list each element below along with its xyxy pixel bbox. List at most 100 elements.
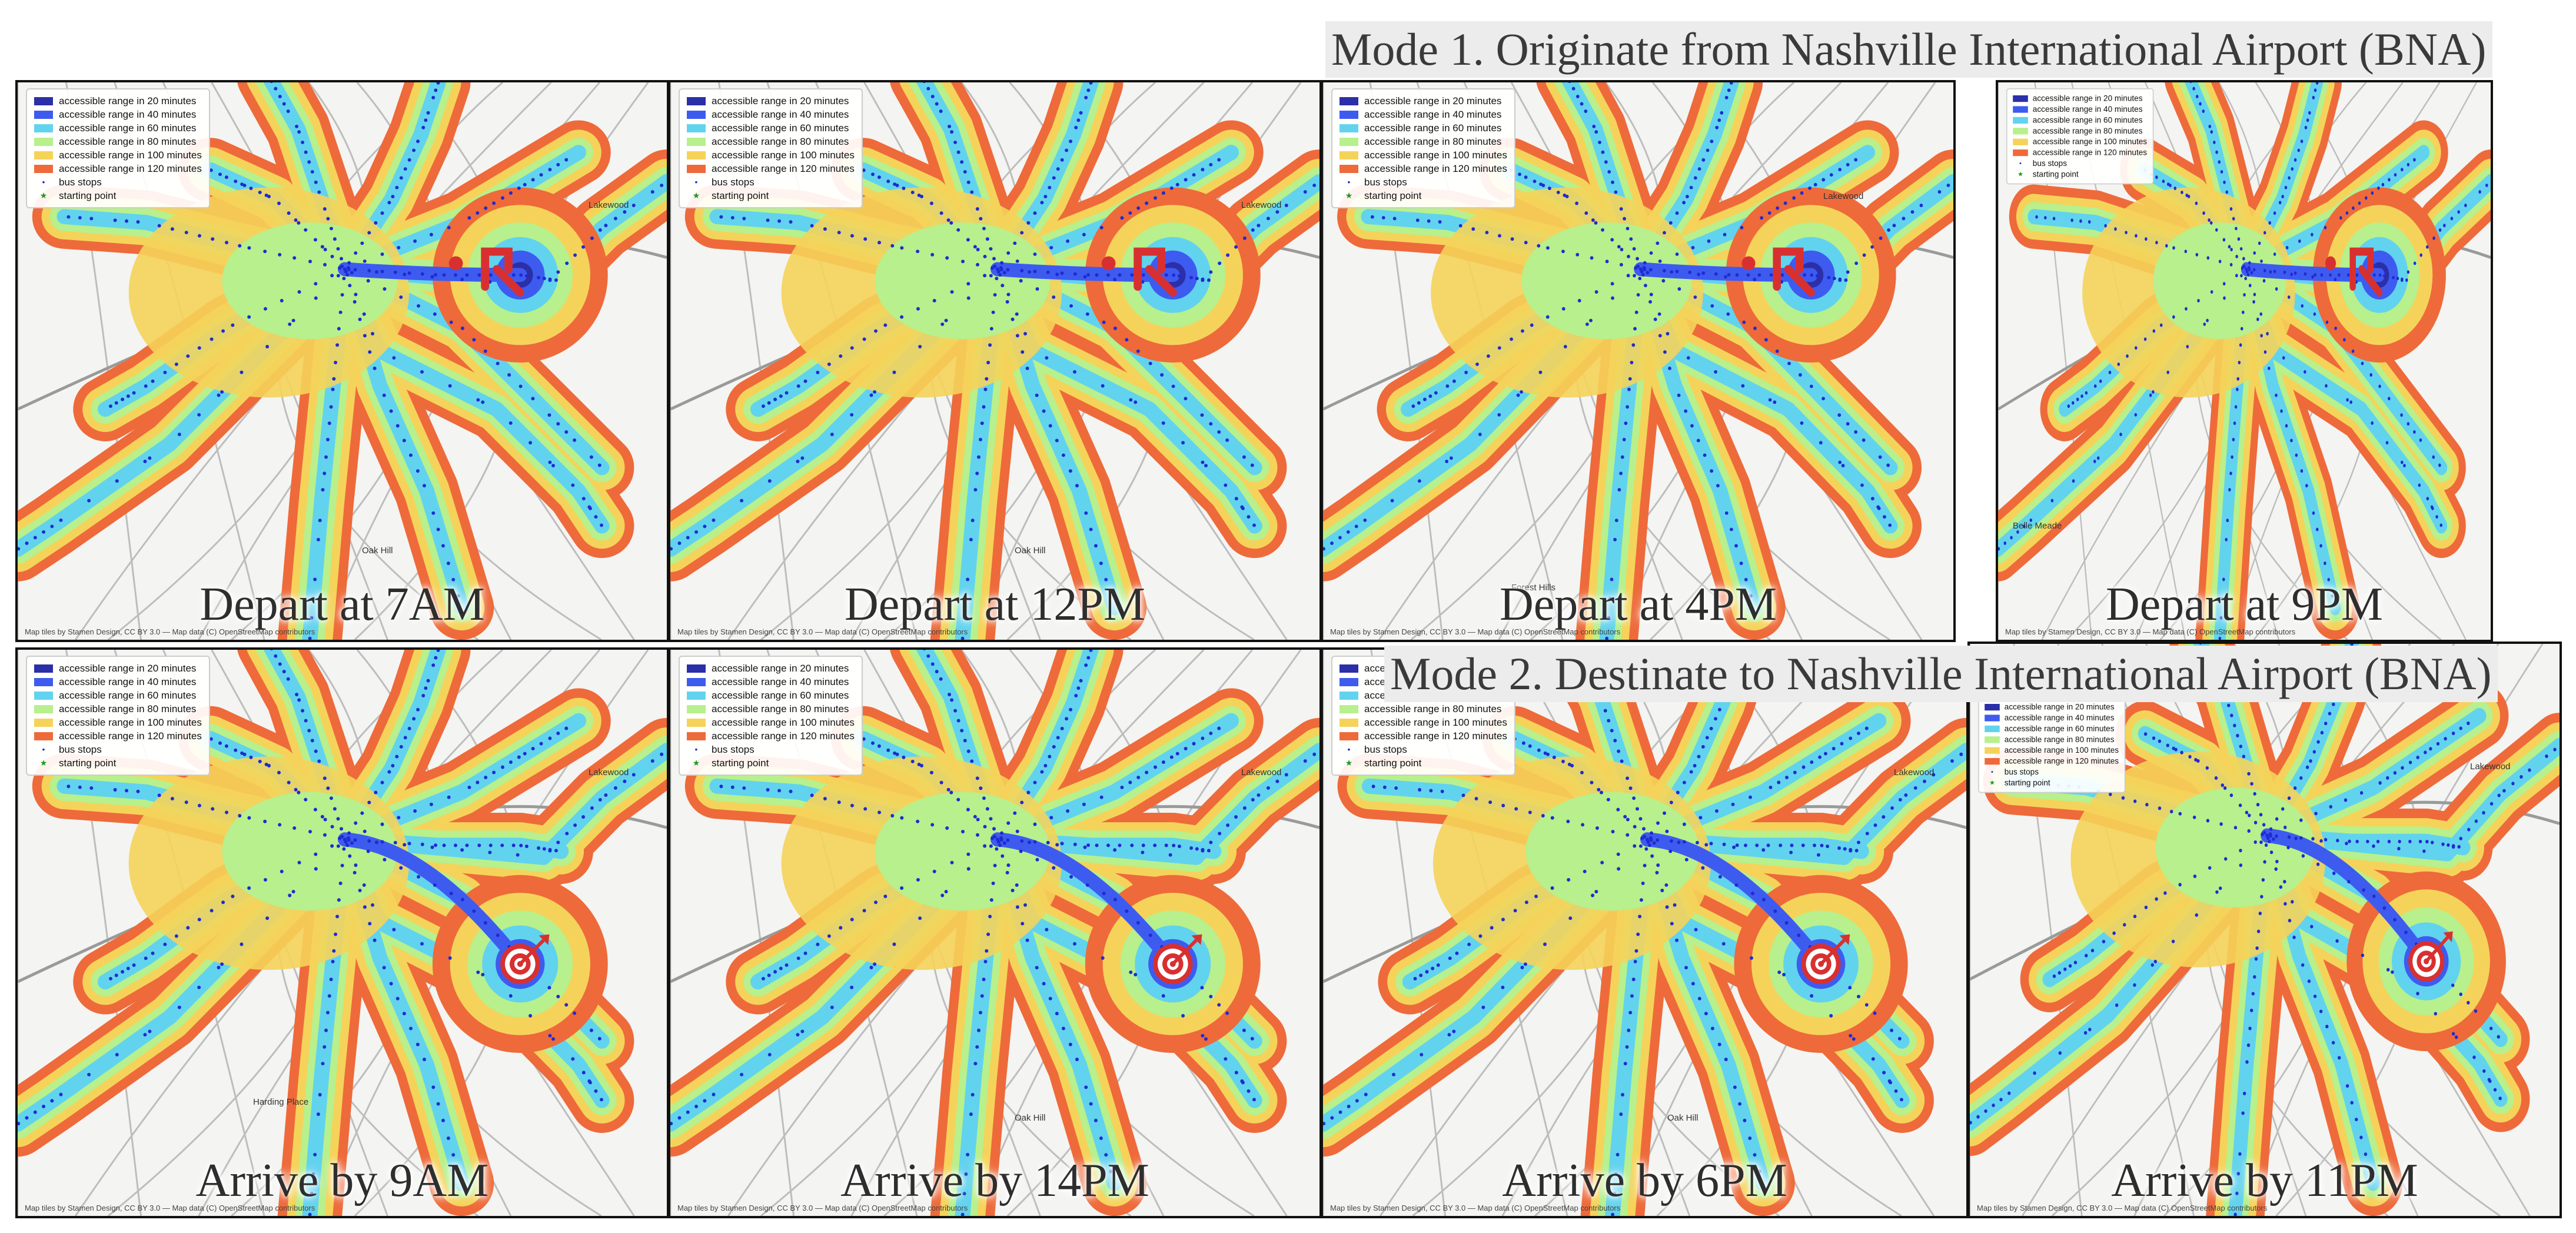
legend-swatch — [1339, 151, 1358, 159]
map-panel-arrive-11pm: accessible range in 20 minutes accessible… — [1967, 642, 2562, 1218]
legend-swatch — [34, 110, 53, 119]
legend-swatch — [1339, 691, 1358, 700]
legend-label: accessible range in 20 minutes — [712, 95, 849, 107]
legend-item: accessible range in 120 minutes — [1339, 162, 1507, 175]
legend-label: accessible range in 20 minutes — [59, 95, 197, 107]
legend-item: accessible range in 80 minutes — [1339, 702, 1507, 716]
bus-stops — [670, 650, 1317, 1216]
legend-item: accessible range in 60 minutes — [34, 689, 202, 702]
destination-target-icon — [2408, 931, 2453, 982]
legend-swatch — [34, 164, 53, 173]
bus-stop-legend-marker: • — [694, 177, 698, 187]
legend-swatch — [2013, 106, 2028, 113]
legend-swatch — [34, 732, 53, 740]
starting-point-legend: ★ starting point — [1339, 756, 1507, 770]
bus-stop-legend: • bus stops — [687, 743, 855, 756]
legend-label: accessible range in 40 minutes — [712, 676, 849, 687]
legend-swatch — [2013, 138, 2028, 145]
starting-point-legend: ★ starting point — [687, 756, 855, 770]
starting-point-legend-marker: ★ — [1345, 191, 1353, 200]
legend-label: accessible range in 120 minutes — [712, 730, 855, 742]
bus-stop-legend-marker: • — [1991, 767, 1993, 776]
legend-item: accessible range in 60 minutes — [1339, 121, 1507, 135]
legend-label: accessible range in 120 minutes — [59, 730, 202, 742]
place-lakewood: Lakewood — [589, 200, 629, 210]
map-legend: accessible range in 20 minutes accessible… — [679, 88, 863, 208]
map-attribution: Map tiles by Stamen Design, CC BY 3.0 — … — [1977, 1204, 2268, 1212]
departure-arrow-icon — [1741, 247, 1815, 297]
place-lakewood: Lakewood — [589, 767, 629, 777]
legend-swatch — [34, 97, 53, 105]
legend-label: accessible range in 120 minutes — [1364, 730, 1507, 742]
panel-caption: Arrive by 6PM — [1502, 1155, 1787, 1207]
legend-swatch — [687, 718, 706, 727]
place-lakewood: Lakewood — [1894, 767, 1935, 777]
panel-caption: Depart at 9PM — [2105, 579, 2383, 630]
legend-item: accessible range in 80 minutes — [1985, 734, 2119, 745]
panel-caption: Arrive by 9AM — [195, 1155, 489, 1207]
panel-caption: Depart at 7AM — [200, 579, 485, 630]
legend-label: accessible range in 120 minutes — [712, 163, 855, 174]
starting-point-legend-marker: ★ — [1345, 758, 1353, 767]
legend-label: starting point — [1364, 190, 1422, 201]
destination-target-icon — [1153, 934, 1202, 985]
place-lakewood: Lakewood — [1241, 200, 1282, 210]
place-oak-hill: Oak Hill — [1667, 1113, 1699, 1123]
legend-item: accessible range in 40 minutes — [1985, 712, 2119, 723]
starting-point-legend-marker: ★ — [692, 758, 700, 767]
legend-item: accessible range in 40 minutes — [34, 675, 202, 689]
map-panel-arrive-14pm: accessible range in 20 minutes accessible… — [668, 647, 1322, 1218]
legend-swatch — [2013, 117, 2028, 124]
legend-label: accessible range in 80 minutes — [2032, 126, 2143, 135]
place-forest-hills: Forest Hills — [1511, 583, 1556, 593]
legend-swatch — [1339, 110, 1358, 119]
starting-point-legend-marker: ★ — [39, 758, 48, 767]
place-harding: Harding Place — [253, 1097, 309, 1107]
legend-swatch — [1339, 137, 1358, 146]
bus-stop-legend-marker: • — [694, 745, 698, 754]
isochrone-map — [670, 82, 1319, 640]
isochrone-map — [1323, 650, 1966, 1216]
legend-swatch — [687, 732, 706, 740]
legend-swatch — [1339, 718, 1358, 727]
legend-swatch — [687, 110, 706, 119]
bus-stop-legend-marker: • — [1347, 177, 1351, 187]
legend-label: bus stops — [59, 744, 102, 755]
starting-point-legend: ★ starting point — [1339, 189, 1507, 202]
legend-swatch — [1339, 704, 1358, 713]
map-attribution: Map tiles by Stamen Design, CC BY 3.0 — … — [25, 627, 315, 636]
legend-label: starting point — [2032, 170, 2079, 179]
legend-label: accessible range in 40 minutes — [2004, 713, 2115, 723]
legend-item: accessible range in 20 minutes — [1339, 94, 1507, 108]
legend-swatch — [1339, 97, 1358, 105]
legend-label: starting point — [712, 190, 769, 201]
legend-swatch — [687, 97, 706, 105]
panel-caption: Depart at 12PM — [844, 579, 1145, 630]
legend-label: bus stops — [2004, 767, 2039, 777]
legend-label: accessible range in 40 minutes — [59, 109, 197, 120]
legend-swatch — [1339, 677, 1358, 686]
isochrone-map — [1323, 82, 1953, 640]
starting-point-legend-marker: ★ — [692, 191, 700, 200]
legend-item: accessible range in 80 minutes — [2013, 125, 2147, 136]
legend-item: accessible range in 20 minutes — [34, 662, 202, 675]
departure-arrow-icon — [1101, 247, 1177, 297]
panel-caption: Arrive by 14PM — [840, 1155, 1149, 1207]
legend-swatch — [1985, 747, 2000, 754]
legend-label: accessible range in 60 minutes — [2004, 724, 2115, 733]
legend-item: accessible range in 120 minutes — [34, 729, 202, 743]
legend-item: accessible range in 100 minutes — [34, 716, 202, 729]
place-lakewood: Lakewood — [1823, 191, 1864, 201]
legend-item: accessible range in 80 minutes — [1339, 135, 1507, 148]
bus-stops — [670, 82, 1317, 640]
legend-swatch — [2013, 95, 2028, 102]
legend-label: accessible range in 80 minutes — [1364, 703, 1502, 714]
legend-label: accessible range in 100 minutes — [1364, 717, 1507, 728]
panel-caption: Depart at 4PM — [1499, 579, 1777, 630]
bus-stops — [18, 82, 664, 640]
legend-label: accessible range in 100 minutes — [1364, 149, 1507, 161]
bus-stops — [1323, 82, 1950, 640]
legend-swatch — [34, 677, 53, 686]
departure-arrow-icon — [2325, 247, 2383, 297]
